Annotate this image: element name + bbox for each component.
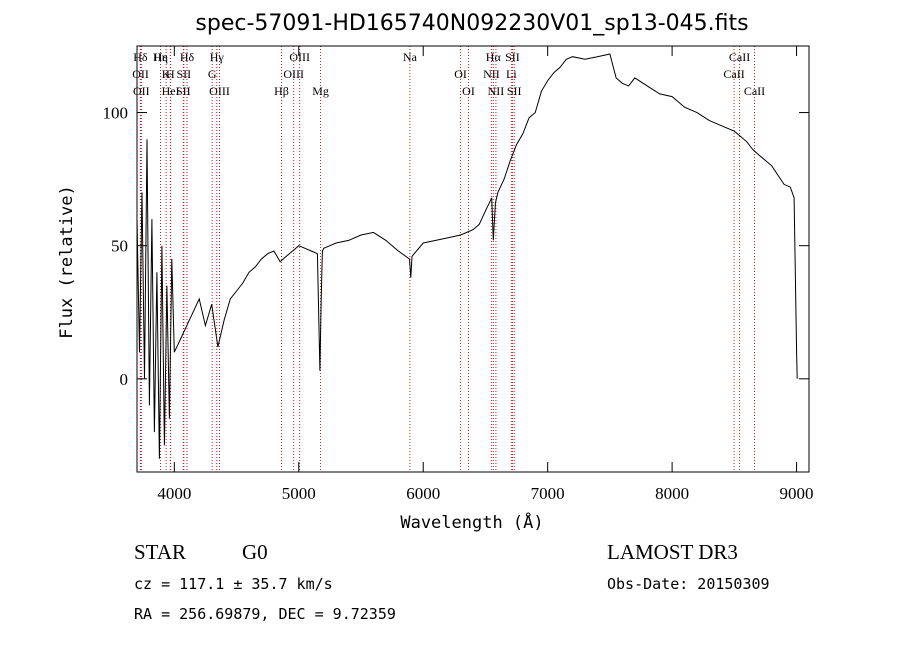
reference-line-label: Hε <box>154 50 168 64</box>
x-axis-label: Wavelength (Å) <box>400 511 543 533</box>
reference-line-label: OIII <box>209 84 230 98</box>
subclass: G0 <box>242 540 268 564</box>
reference-line-label: NII <box>488 84 505 98</box>
reference-line-label: SII <box>505 50 520 64</box>
reference-line-labels: HδOIIOIIHεKHeIHηHSIIHδSIIOIIIHγGHβOIIIOI… <box>132 50 765 98</box>
reference-line-label: K <box>162 67 171 81</box>
reference-line-label: OI <box>454 67 467 81</box>
reference-line-label: Hδ <box>133 50 148 64</box>
reference-line-label: Hγ <box>210 50 225 64</box>
redshift-text: cz = 117.1 ± 35.7 km/s <box>134 575 333 593</box>
reference-line-label: CaII <box>744 84 765 98</box>
coordinates-text: RA = 256.69879, DEC = 9.72359 <box>134 605 396 623</box>
x-tick-label: 9000 <box>780 484 814 503</box>
reference-line-label: OII <box>132 67 149 81</box>
chart-title: spec-57091-HD165740N092230V01_sp13-045.f… <box>195 11 748 36</box>
reference-line-label: CaII <box>729 50 750 64</box>
x-tick-label: 8000 <box>655 484 689 503</box>
reference-line-label: G <box>208 67 217 81</box>
x-axis-ticks: 4000 5000 6000 7000 8000 9000 <box>157 46 814 503</box>
object-class: STAR <box>134 540 186 564</box>
reference-line-label: OIII <box>283 67 304 81</box>
y-tick-label: 100 <box>103 104 129 123</box>
plot-frame <box>136 45 810 473</box>
spectrum-line <box>136 53 798 459</box>
x-tick-label: 4000 <box>157 484 191 503</box>
reference-line-label: H <box>166 67 175 81</box>
reference-line-label: SII <box>176 84 191 98</box>
x-tick-label: 6000 <box>406 484 440 503</box>
reference-line-label: Mg <box>312 84 329 98</box>
reference-lines <box>139 46 755 472</box>
reference-line-label: NII <box>483 67 500 81</box>
reference-line-label: HeI <box>162 84 180 98</box>
reference-line-label: Hβ <box>274 84 289 98</box>
obs-date-text: Obs-Date: 20150309 <box>607 575 770 593</box>
reference-line-label: OI <box>462 84 475 98</box>
reference-line-label: Hη <box>153 50 168 64</box>
reference-line-label: Hα <box>486 50 502 64</box>
y-tick-label: 50 <box>111 237 128 256</box>
reference-line-label: OIII <box>289 50 310 64</box>
reference-line-label: Na <box>403 50 418 64</box>
x-tick-label: 7000 <box>531 484 565 503</box>
reference-line-label: OII <box>133 84 150 98</box>
reference-line-label: CaII <box>723 67 744 81</box>
y-axis-ticks: 0 50 100 <box>103 104 809 389</box>
reference-line-label: SII <box>176 67 191 81</box>
survey-name: LAMOST DR3 <box>607 540 738 564</box>
reference-line-label: Hδ <box>180 50 195 64</box>
reference-line-label: Li <box>506 67 517 81</box>
y-axis-label: Flux (relative) <box>57 185 77 339</box>
x-tick-label: 5000 <box>282 484 316 503</box>
reference-line-label: SII <box>507 84 522 98</box>
y-tick-label: 0 <box>120 370 129 389</box>
